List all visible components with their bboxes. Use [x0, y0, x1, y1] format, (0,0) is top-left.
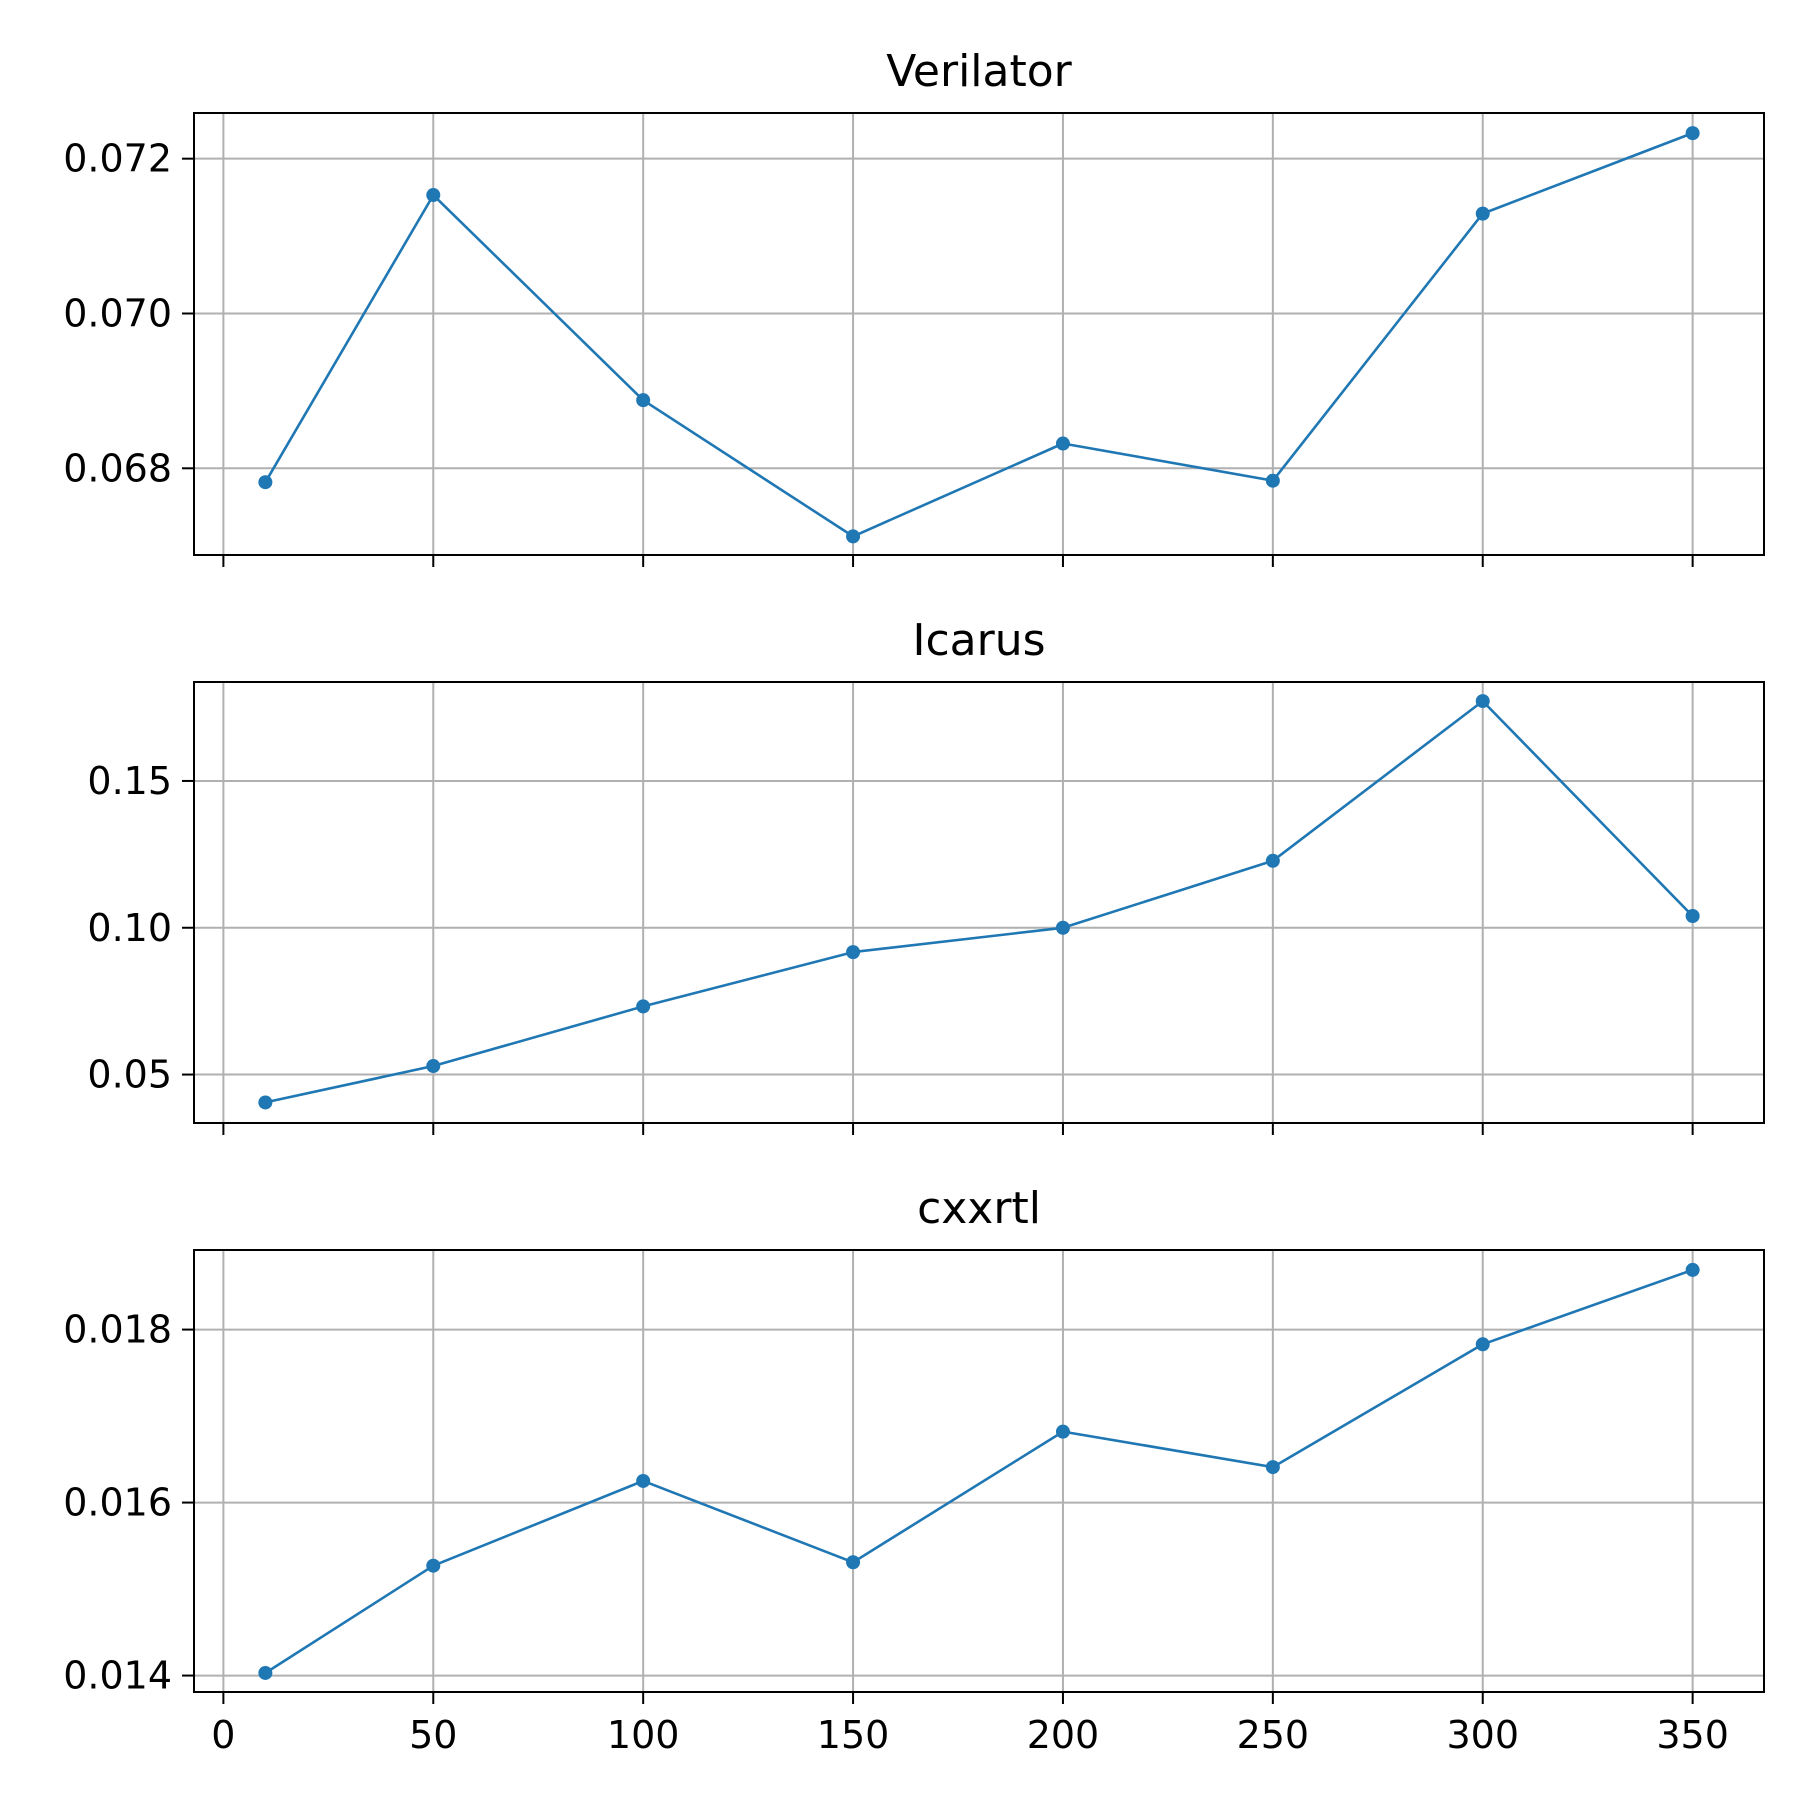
data-point: [1685, 126, 1700, 141]
data-point: [636, 393, 651, 408]
y-tick-label: 0.068: [63, 446, 172, 490]
data-point: [636, 999, 651, 1014]
series-line: [264, 1268, 1694, 1675]
y-tick-label: 0.072: [63, 137, 172, 181]
data-point: [426, 1558, 441, 1573]
x-tick-label: 100: [607, 1713, 680, 1757]
x-tick-label: 250: [1237, 1713, 1310, 1757]
y-tick-label: 0.05: [87, 1053, 172, 1097]
data-point: [1685, 909, 1700, 924]
data-point: [1475, 1337, 1490, 1352]
y-tick-label: 0.15: [87, 759, 172, 803]
data-point: [846, 1555, 861, 1570]
x-tick-label: 350: [1656, 1713, 1729, 1757]
data-point: [258, 1665, 273, 1680]
y-tick-label: 0.018: [63, 1308, 172, 1352]
data-point: [426, 188, 441, 203]
x-tick-label: 200: [1027, 1713, 1100, 1757]
subplot-title: Verilator: [886, 46, 1072, 97]
x-tick-label: 50: [409, 1713, 457, 1757]
axes-frame: [193, 1249, 1765, 1693]
y-tick-label: 0.016: [63, 1481, 172, 1525]
subplot-3: 0 50 100 150 200 250 300 350 0.014 0.016 0.018 cxxr…: [63, 1183, 1765, 1757]
data-point: [1475, 694, 1490, 709]
data-point: [1265, 473, 1280, 488]
data-point: [258, 1095, 273, 1110]
data-point: [426, 1059, 441, 1074]
axes-frame: [193, 681, 1765, 1124]
data-point: [1055, 1424, 1070, 1439]
data-point: [258, 475, 273, 490]
subplot-1: 0.068 0.070 0.072 Verilator: [63, 46, 1765, 567]
data-point: [636, 1473, 651, 1488]
y-tick-label: 0.014: [63, 1654, 172, 1698]
data-point: [1055, 436, 1070, 451]
series-line: [264, 131, 1694, 538]
y-tick-label: 0.10: [87, 906, 172, 950]
data-point: [1265, 853, 1280, 868]
x-tick-label: 150: [817, 1713, 890, 1757]
data-point: [846, 529, 861, 544]
data-point: [1685, 1262, 1700, 1277]
subplot-title: cxxrtl: [917, 1183, 1041, 1234]
series-line: [265, 699, 1694, 1104]
axes-frame: [193, 112, 1765, 556]
subplot-title: Icarus: [912, 615, 1045, 666]
x-tick-label: 300: [1446, 1713, 1519, 1757]
y-tick-label: 0.070: [63, 291, 172, 335]
x-tick-label: 0: [211, 1713, 235, 1757]
data-point: [1475, 206, 1490, 221]
data-point: [1265, 1460, 1280, 1475]
data-point: [1055, 920, 1070, 935]
data-point: [846, 945, 861, 960]
subplot-2: 0.05 0.10 0.15 Icarus: [87, 615, 1765, 1135]
